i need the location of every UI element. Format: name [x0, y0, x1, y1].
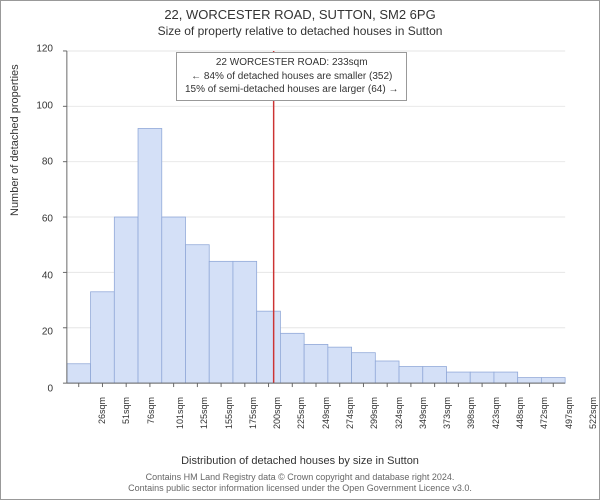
ytick-label: 20	[23, 327, 53, 338]
xtick-label: 299sqm	[369, 397, 379, 429]
ytick-label: 40	[23, 270, 53, 281]
xtick-label: 324sqm	[394, 397, 404, 429]
annotation-line3: 15% of semi-detached houses are larger (…	[185, 83, 398, 97]
xtick-label: 349sqm	[418, 397, 428, 429]
chart-container: 22, WORCESTER ROAD, SUTTON, SM2 6PG Size…	[0, 0, 600, 500]
footer-line1: Contains HM Land Registry data © Crown c…	[1, 472, 599, 484]
chart-title: 22, WORCESTER ROAD, SUTTON, SM2 6PG	[1, 7, 599, 22]
xtick-label: 26sqm	[97, 397, 107, 424]
xtick-label: 249sqm	[321, 397, 331, 429]
xtick-label: 274sqm	[345, 397, 355, 429]
annotation-line2: ← 84% of detached houses are smaller (35…	[185, 70, 398, 84]
xtick-label: 125sqm	[199, 397, 209, 429]
annotation-line1: 22 WORCESTER ROAD: 233sqm	[185, 56, 398, 70]
ytick-label: 100	[23, 100, 53, 111]
x-axis-label: Distribution of detached houses by size …	[1, 455, 599, 467]
xtick-label: 101sqm	[175, 397, 185, 429]
xtick-label: 423sqm	[491, 397, 501, 429]
chart-area: 22 WORCESTER ROAD: 233sqm ← 84% of detac…	[61, 49, 571, 389]
xtick-label: 497sqm	[564, 397, 574, 429]
ytick-label: 120	[23, 44, 53, 55]
xtick-label: 51sqm	[121, 397, 131, 424]
chart-subtitle: Size of property relative to detached ho…	[1, 24, 599, 38]
ytick-label: 0	[23, 384, 53, 395]
chart-footer: Contains HM Land Registry data © Crown c…	[1, 472, 599, 495]
ytick-label: 60	[23, 214, 53, 225]
footer-line2: Contains public sector information licen…	[1, 483, 599, 495]
ytick-label: 80	[23, 157, 53, 168]
xtick-label: 225sqm	[296, 397, 306, 429]
xtick-label: 398sqm	[466, 397, 476, 429]
xtick-label: 522sqm	[588, 397, 598, 429]
xtick-label: 472sqm	[539, 397, 549, 429]
y-axis-label: Number of detached properties	[9, 64, 21, 216]
xtick-label: 175sqm	[248, 397, 258, 429]
xtick-label: 155sqm	[224, 397, 234, 429]
xtick-label: 448sqm	[515, 397, 525, 429]
xtick-label: 76sqm	[146, 397, 156, 424]
annotation-box: 22 WORCESTER ROAD: 233sqm ← 84% of detac…	[176, 52, 407, 101]
xtick-label: 200sqm	[272, 397, 282, 429]
xtick-label: 373sqm	[442, 397, 452, 429]
